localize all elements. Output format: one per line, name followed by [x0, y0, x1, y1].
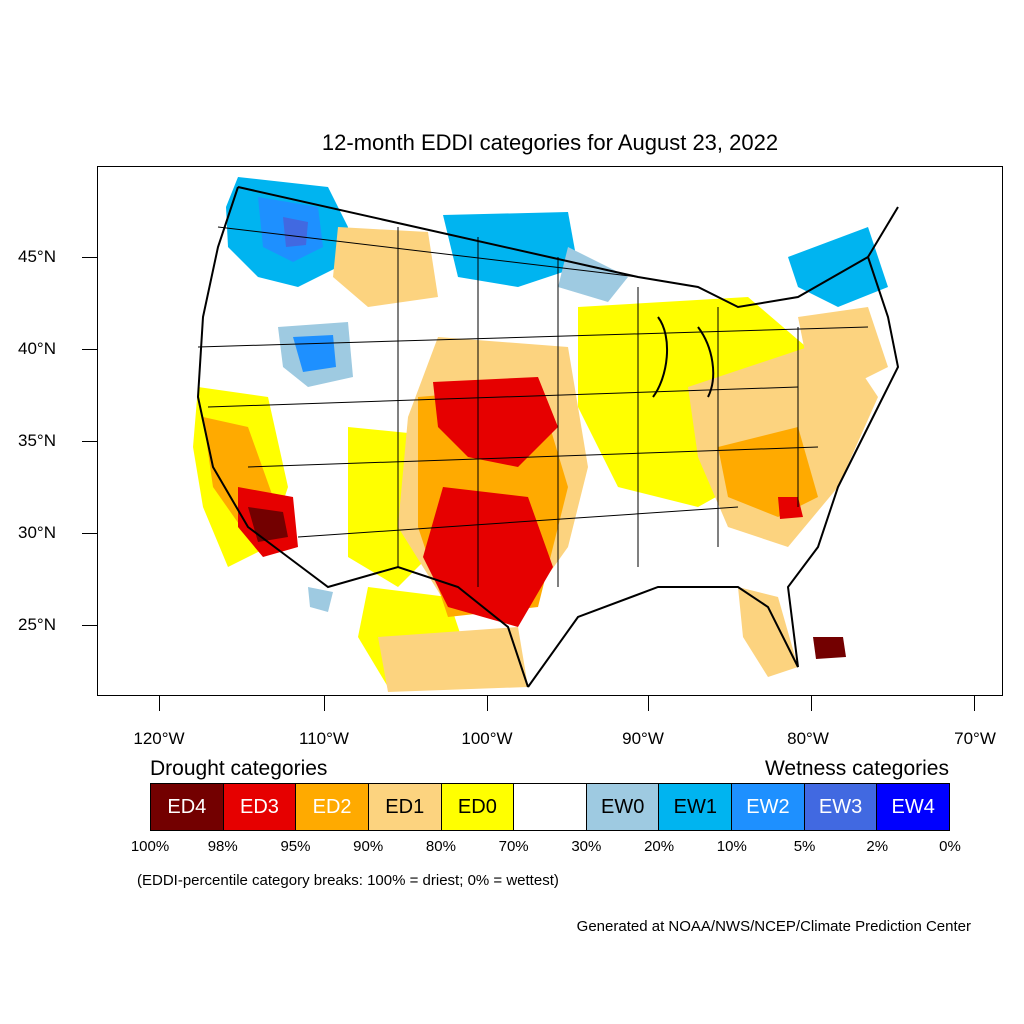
coastline-outline [196, 186, 900, 688]
lon-label-70w: 70°W [954, 729, 996, 748]
legend-box-ew3: EW3 [804, 784, 878, 830]
breaks-note: (EDDI-percentile category breaks: 100% =… [137, 872, 559, 889]
break-label: 98% [207, 838, 238, 855]
drought-ed3-carolinas [778, 497, 803, 519]
break-label: 2% [866, 838, 889, 855]
legend-box-ew0: EW0 [586, 784, 660, 830]
wet-region-great-lakes-north [558, 247, 628, 302]
lon-tick [159, 696, 160, 711]
state-boundaries [197, 226, 869, 587]
break-label: 100% [130, 838, 170, 855]
lon-label-90w: 90°W [622, 729, 664, 748]
credit-line: Generated at NOAA/NWS/NCEP/Climate Predi… [576, 918, 971, 935]
break-label: 30% [571, 838, 602, 855]
lat-label-35n: 35°N [18, 431, 56, 450]
lon-label-120w: 120°W [133, 729, 185, 748]
lat-label-45n: 45°N [18, 247, 56, 266]
eddi-map [193, 177, 900, 692]
lat-tick [82, 349, 97, 350]
lon-tick [974, 696, 975, 711]
lon-label-80w: 80°W [787, 729, 829, 748]
drought-ed4-california [248, 507, 288, 542]
drought-categories-heading: Drought categories [150, 757, 328, 780]
lon-tick [487, 696, 488, 711]
lat-label-40n: 40°N [18, 339, 56, 358]
lon-tick [324, 696, 325, 711]
legend-box-ed4: ED4 [151, 784, 224, 830]
drought-ed3-nebraska-kansas [433, 377, 558, 467]
break-label: 5% [793, 838, 816, 855]
break-label: 70% [498, 838, 529, 855]
break-label: 10% [716, 838, 747, 855]
legend-box-ew4: EW4 [877, 784, 950, 830]
lon-label-100w: 100°W [461, 729, 513, 748]
drought-ed1-montana [333, 227, 438, 307]
break-label: 95% [280, 838, 311, 855]
lat-tick [82, 441, 97, 442]
legend-box-ed3: ED3 [223, 784, 297, 830]
wet-region-new-england [788, 227, 888, 307]
lon-tick [811, 696, 812, 711]
lat-label-25n: 25°N [18, 615, 56, 634]
legend-box-neutral [514, 784, 587, 830]
drought-ed1-south-texas [378, 627, 528, 692]
lat-tick [82, 257, 97, 258]
legend-box-ed0: ED0 [441, 784, 515, 830]
break-label: 80% [425, 838, 456, 855]
drought-ed4-caribbean [813, 637, 846, 659]
category-legend: ED4 ED3 ED2 ED1 ED0 EW0 EW1 EW2 EW3 EW4 [150, 783, 950, 831]
break-label: 0% [939, 838, 961, 855]
legend-box-ed2: ED2 [296, 784, 369, 830]
wetness-categories-heading: Wetness categories [764, 757, 949, 780]
legend-box-ew1: EW1 [659, 784, 733, 830]
legend-box-ew2: EW2 [732, 784, 805, 830]
lat-tick [82, 533, 97, 534]
wet-region-northwest-deep [283, 217, 308, 247]
lat-tick [82, 625, 97, 626]
map-frame [97, 166, 1003, 696]
break-label: 20% [644, 838, 675, 855]
lat-label-30n: 30°N [18, 523, 56, 542]
drought-ed1-florida [738, 587, 798, 677]
wet-region-florida-west [308, 587, 333, 612]
map-title: 12-month EDDI categories for August 23, … [321, 130, 779, 155]
break-label: 90% [353, 838, 384, 855]
lon-label-110w: 110°W [299, 729, 349, 748]
legend-box-ed1: ED1 [368, 784, 442, 830]
lon-tick [648, 696, 649, 711]
wet-region-north-central [443, 212, 578, 287]
